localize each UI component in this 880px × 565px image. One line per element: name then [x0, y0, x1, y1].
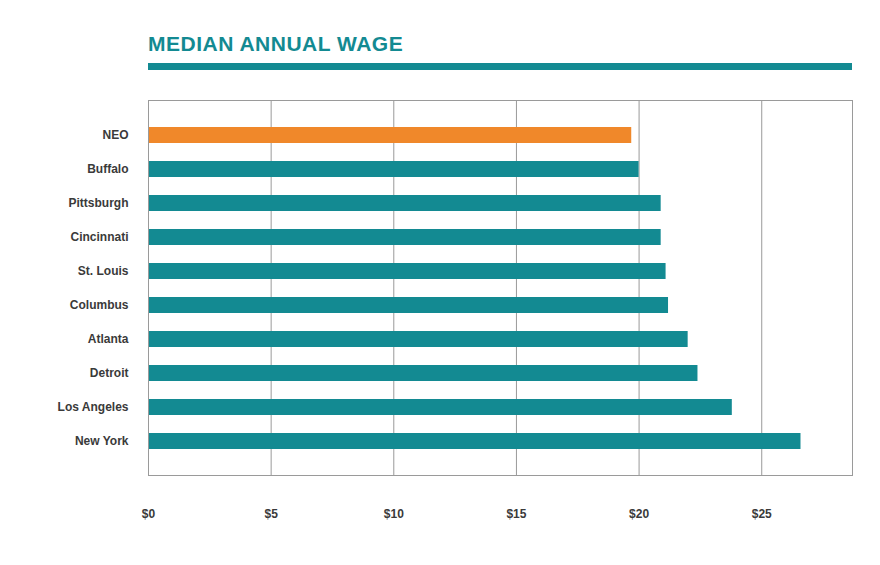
svg-text:$25: $25 [752, 507, 772, 521]
svg-text:Los Angeles: Los Angeles [58, 400, 129, 414]
svg-text:Detroit: Detroit [90, 366, 129, 380]
svg-text:Columbus: Columbus [70, 298, 129, 312]
svg-text:$5: $5 [264, 507, 278, 521]
svg-text:St. Louis: St. Louis [78, 264, 129, 278]
svg-text:Buffalo: Buffalo [87, 162, 128, 176]
html-text:MEDIAN ANNUAL WAGE: MEDIAN ANNUAL WAGE [148, 32, 404, 55]
svg-text:Atlanta: Atlanta [88, 332, 129, 346]
svg-text:$10: $10 [384, 507, 404, 521]
svg-text:New York: New York [75, 434, 129, 448]
svg-text:$15: $15 [506, 507, 526, 521]
svg-text:Pittsburgh: Pittsburgh [69, 196, 129, 210]
svg-text:$20: $20 [629, 507, 649, 521]
svg-text:Cincinnati: Cincinnati [70, 230, 128, 244]
svg-text:NEO: NEO [102, 128, 128, 142]
svg-text:$0: $0 [142, 507, 156, 521]
